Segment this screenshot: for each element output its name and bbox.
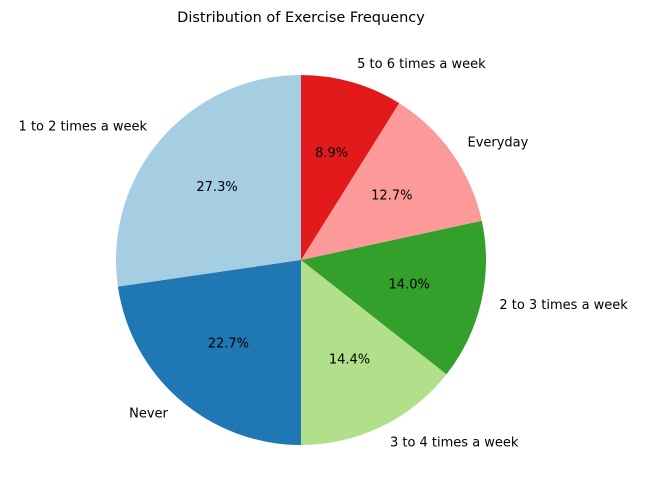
- slice-label: 3 to 4 times a week: [390, 436, 519, 451]
- percent-label: 27.3%: [196, 180, 237, 195]
- slice-labels: 1 to 2 times a week Never 3 to 4 times a w…: [19, 57, 629, 451]
- slice-label: Everyday: [467, 135, 528, 150]
- pie-slice: [301, 75, 400, 260]
- slice-label: 1 to 2 times a week: [19, 119, 148, 134]
- pie-slice: [301, 220, 486, 375]
- percent-label: 22.7%: [208, 336, 249, 351]
- slice-label: 5 to 6 times a week: [357, 57, 486, 72]
- percent-label: 14.4%: [329, 352, 370, 367]
- slice-label: Never: [129, 406, 168, 421]
- percent-label: 12.7%: [371, 189, 412, 204]
- pie-slice: [116, 75, 302, 287]
- percent-labels: 27.3% 22.7% 14.4% 14.0% 12.7% 8.9%: [196, 146, 429, 368]
- pie-slices: [116, 75, 486, 446]
- pie-slice: [117, 260, 301, 446]
- pie-slice: [301, 260, 447, 445]
- percent-label: 14.0%: [389, 277, 430, 292]
- pie-slice: [301, 103, 482, 260]
- percent-label: 8.9%: [315, 146, 348, 161]
- slice-label: 2 to 3 times a week: [499, 298, 628, 313]
- chart-title: Distribution of Exercise Frequency: [177, 10, 425, 26]
